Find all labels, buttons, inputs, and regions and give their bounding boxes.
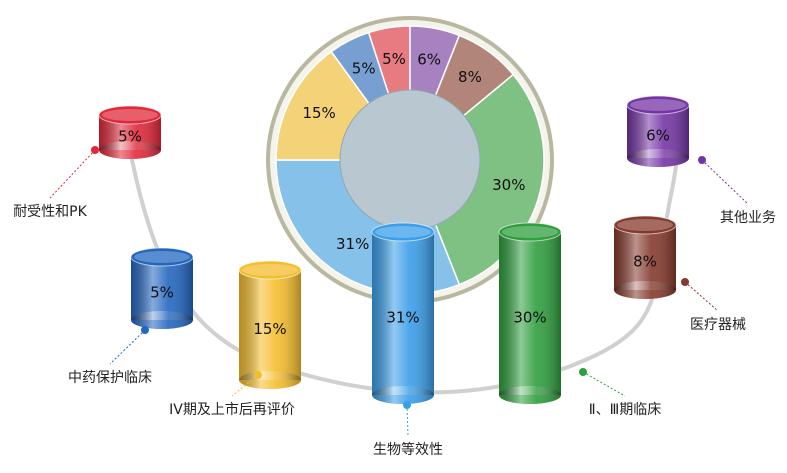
cylinder-top — [98, 105, 162, 125]
cylinder-top-hl — [630, 99, 686, 111]
leader-line — [109, 329, 146, 365]
cylinder-top-hl — [102, 109, 158, 121]
cylinder-shine — [499, 232, 561, 395]
leader-dot — [579, 368, 587, 376]
cylinder — [130, 247, 194, 329]
slice-label: 5% — [352, 60, 376, 78]
cylinder-top-hl — [134, 251, 190, 263]
slice-label: 6% — [417, 50, 441, 68]
cylinder-top — [613, 215, 677, 235]
cylinder-label: 8% — [633, 253, 657, 271]
cylinder — [613, 215, 677, 299]
cylinder — [371, 222, 435, 404]
cylinder-top — [498, 222, 562, 242]
slice-label: 15% — [302, 104, 335, 122]
category-label: 医疗器械 — [690, 317, 746, 333]
leader-line — [231, 374, 259, 397]
leader-dot — [681, 278, 689, 286]
category-label: IV期及上市后再评价 — [169, 401, 295, 418]
category-label: Ⅱ、Ⅲ期临床 — [589, 402, 662, 418]
slice-label: 30% — [492, 176, 525, 194]
leader-line — [582, 371, 626, 397]
leader-dot — [698, 156, 706, 164]
cylinder-top — [626, 95, 690, 115]
cylinder — [626, 95, 690, 167]
cylinder-top-hl — [242, 264, 298, 276]
cylinder-label: 31% — [386, 309, 419, 327]
leader-line — [49, 149, 96, 199]
cylinder-shine — [372, 232, 434, 395]
leader-dot — [254, 371, 262, 379]
leader-dot — [141, 326, 149, 334]
cylinder-top — [238, 260, 302, 280]
cylinder-label: 5% — [118, 128, 142, 146]
cylinder-top — [371, 222, 435, 242]
leader-line — [684, 281, 719, 312]
cylinder-top-hl — [375, 226, 431, 238]
leader-line — [701, 159, 749, 205]
cylinder-shine — [239, 270, 301, 380]
category-label: 中药保护临床 — [68, 370, 152, 386]
donut-hole — [339, 89, 481, 231]
slice-label: 5% — [382, 50, 406, 68]
category-label: 其他业务 — [720, 210, 776, 226]
slice-label: 8% — [458, 68, 482, 86]
cylinder-label: 15% — [253, 320, 286, 338]
category-label: 生物等效性 — [373, 441, 443, 458]
cylinder-top — [130, 247, 194, 267]
cylinder — [498, 222, 562, 404]
cylinder-top-hl — [617, 219, 673, 231]
cylinder-top-hl — [502, 226, 558, 238]
leader-dot — [91, 146, 99, 154]
cylinder-label: 30% — [513, 309, 546, 327]
cylinder-shine — [614, 225, 676, 290]
leader-dot — [403, 401, 411, 409]
category-label: 耐受性和PK — [13, 204, 87, 220]
cylinder-label: 5% — [150, 284, 174, 302]
slice-label: 31% — [336, 235, 369, 253]
leader-line — [406, 404, 409, 437]
cylinder-label: 6% — [646, 127, 670, 145]
cylinder-shine — [131, 257, 193, 320]
cylinder — [98, 105, 162, 159]
cylinder — [238, 260, 302, 389]
